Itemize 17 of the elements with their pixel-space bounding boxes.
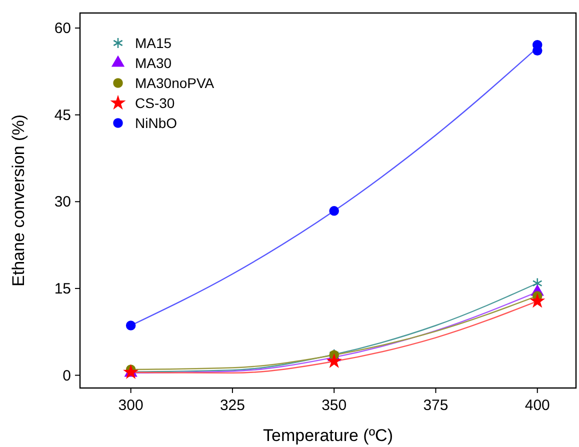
legend-label: MA30: [135, 55, 172, 71]
legend-label: MA30noPVA: [135, 75, 215, 91]
x-axis-title: Temperature (ºC): [263, 426, 393, 445]
legend-label: NiNbO: [135, 115, 178, 131]
x-tick-label: 375: [423, 397, 448, 414]
x-tick-label: 400: [524, 397, 550, 414]
x-tick-label: 325: [220, 397, 245, 414]
legend-label: CS-30: [135, 95, 175, 111]
legend-label: MA15: [135, 35, 172, 51]
y-tick-label: 0: [62, 367, 71, 384]
y-tick-label: 60: [54, 20, 71, 38]
y-tick-label: 15: [54, 280, 71, 298]
y-tick-label: 30: [54, 194, 71, 211]
x-tick-label: 300: [118, 397, 144, 414]
y-axis-title: Ethane conversion (%): [9, 114, 28, 286]
y-tick-label: 45: [54, 106, 71, 124]
x-tick-label: 350: [322, 397, 347, 414]
